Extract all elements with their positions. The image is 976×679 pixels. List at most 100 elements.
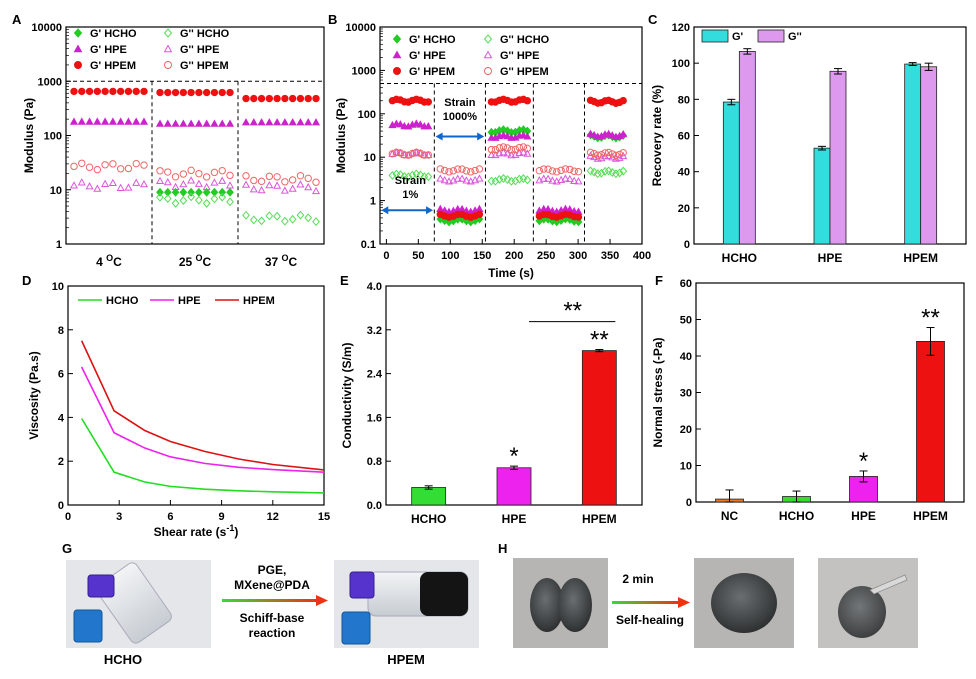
point-g-loss-hpem <box>250 176 258 185</box>
y-axis-label: Recovery rate (%) <box>650 85 664 186</box>
point-g-loss-hcho <box>597 168 606 178</box>
category-label-hpem: HPEM <box>582 512 617 526</box>
point-g-loss-hpe <box>523 149 532 157</box>
point-g-loss-hpem <box>304 174 312 183</box>
point-g-loss-hpem <box>467 168 475 176</box>
point-g-storage-hcho <box>226 187 234 197</box>
photo-g-arrow-shaft <box>222 599 316 602</box>
point-g-storage-hpe <box>69 117 79 125</box>
strain-label-high: Strain <box>444 97 475 109</box>
point-g-loss-hpe <box>412 148 421 156</box>
point-g-loss-hpe <box>436 174 445 182</box>
point-g-storage-hcho <box>156 187 164 197</box>
group-label-degree: O <box>196 253 203 263</box>
bar-g-loss-hpem <box>920 66 938 245</box>
significance-hpem: ** <box>590 327 609 354</box>
point-g-storage-hpe <box>424 122 433 130</box>
strain-value-high: 1000% <box>443 111 477 123</box>
category-label-nc: NC <box>721 509 739 523</box>
point-g-loss-hcho <box>288 214 297 224</box>
point-g-loss-hpem <box>273 173 281 181</box>
point-g-storage-hpe <box>280 118 289 126</box>
point-g-loss-hpem <box>179 170 188 178</box>
x-axis-label: Shear rate (s-1) <box>154 523 239 539</box>
legend-label-g-loss-hpe: G'' HPE <box>180 44 219 56</box>
point-g-loss-hpe <box>561 174 570 182</box>
significance-hpem: ** <box>921 305 940 332</box>
photo-h-arrow-bottom: Self-healing <box>616 613 684 627</box>
point-g-loss-hpe <box>155 176 165 185</box>
point-g-loss-hpe <box>570 176 579 184</box>
point-g-loss-hcho <box>408 170 417 180</box>
x-tick-label: 12 <box>267 511 279 523</box>
point-g-loss-hpem <box>396 149 405 157</box>
group-label-base: 25 <box>179 255 196 269</box>
point-g-loss-hcho <box>257 216 266 226</box>
point-g-loss-hpem <box>93 165 102 174</box>
point-g-loss-hpem <box>412 148 421 157</box>
y-tick-label: 4 <box>58 412 65 424</box>
point-g-loss-hpem <box>557 166 565 175</box>
significance-hpe: * <box>509 443 518 470</box>
point-g-loss-hpem <box>487 145 496 154</box>
strain-value-low: 1% <box>402 189 418 201</box>
point-g-loss-hpe <box>163 177 172 186</box>
point-g-loss-hpem <box>615 150 624 159</box>
point-g-storage-hpe <box>155 119 165 127</box>
point-g-loss-hcho <box>590 167 598 177</box>
point-g-storage-hpem <box>202 88 211 97</box>
gel-half-right <box>558 578 592 632</box>
legend-label-g-loss-hcho: G'' HCHO <box>500 34 550 46</box>
point-g-loss-hpe <box>565 174 574 183</box>
chart-c-recovery-rate: 0 20 40 60 80 100 120 Recovery rate (%) HCHO HPE H… <box>650 22 967 265</box>
vial-black-illustration <box>341 571 469 645</box>
point-g-loss-hpem <box>553 168 561 176</box>
point-g-storage-hcho <box>187 187 195 197</box>
category-label-hpe: HPE <box>818 251 843 265</box>
group-label-2: 25 OC <box>179 253 212 269</box>
y-axis-label: Viscosity (Pa.s) <box>27 351 41 440</box>
legend-marker-g-loss-hpem <box>164 61 172 69</box>
y-tick-label: 2.4 <box>367 369 383 381</box>
point-g-storage-hpem <box>218 88 226 97</box>
point-g-storage-hpem <box>424 98 433 106</box>
point-g-loss-hpem <box>462 167 471 175</box>
plot-frame <box>67 285 325 506</box>
point-g-storage-hpe <box>396 120 405 128</box>
point-g-storage-hpem <box>70 87 78 96</box>
x-tick-label: 250 <box>537 250 555 262</box>
y-axis-label: Conductivity (S/m) <box>340 342 354 448</box>
tweezers-illustration <box>869 574 908 595</box>
legend-label-g-storage-hcho: G' HCHO <box>409 34 456 46</box>
point-g-loss-hpem <box>586 148 595 157</box>
gel-half-left <box>530 578 564 632</box>
point-g-storage-hpe <box>187 119 196 127</box>
point-g-loss-hcho <box>615 168 624 178</box>
point-g-storage-hpe <box>171 119 180 127</box>
point-g-storage-hcho <box>179 187 188 197</box>
point-g-loss-hpe <box>101 179 110 187</box>
point-g-loss-hpe <box>194 179 203 187</box>
bar-g-storage-hpe <box>813 147 831 245</box>
point-g-storage-hpe <box>116 117 125 125</box>
point-g-loss-hpe <box>171 182 180 190</box>
strain-arrow-high-head-left <box>435 132 443 141</box>
photo-g-arrow-bottom-2: reaction <box>249 626 296 640</box>
significance-bracket-label: ** <box>563 298 582 325</box>
point-g-loss-hpem <box>388 150 397 158</box>
photo-h: 2 min Self-healing <box>513 558 918 648</box>
point-g-storage-hcho <box>218 187 227 197</box>
point-g-loss-hpe <box>311 186 321 195</box>
point-g-loss-hpe <box>179 179 188 188</box>
point-g-loss-hpem <box>210 168 219 177</box>
gel-healed <box>711 573 777 633</box>
y-tick-label: 30 <box>680 388 692 400</box>
point-g-loss-hcho <box>593 169 602 179</box>
legend-label-g-loss-hpe: G'' HPE <box>500 50 539 62</box>
y-tick-label: 10000 <box>31 22 62 34</box>
y-tick-label: 3.2 <box>367 325 382 337</box>
point-g-loss-hcho <box>312 217 320 227</box>
legend-marker-g-loss-hcho <box>163 28 173 38</box>
point-g-loss-hcho <box>388 170 397 180</box>
